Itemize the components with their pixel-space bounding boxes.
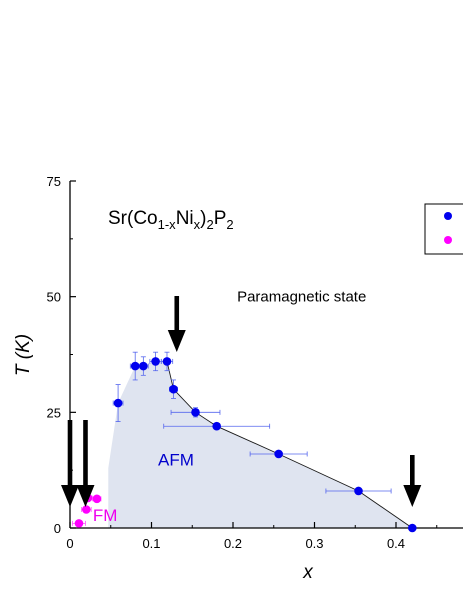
fm-data-point <box>74 519 84 528</box>
x-axis-title: x <box>302 562 314 583</box>
x-tick-label: 0.3 <box>305 536 323 551</box>
fm-data-point <box>82 505 91 514</box>
afm-data-point <box>212 421 221 431</box>
x-tick-label: 0.1 <box>142 536 160 551</box>
compound-sub1: 1-x <box>158 217 177 232</box>
arrow-layer <box>61 296 422 507</box>
compound-sub3: 2 <box>206 217 213 232</box>
compound-part1: Sr(Co <box>108 208 158 229</box>
x-tick-label: 0 <box>66 536 73 551</box>
down-arrow-icon <box>61 420 79 507</box>
arrow-shaft <box>410 455 415 487</box>
fm-data-point <box>92 494 102 504</box>
afm-data-point <box>274 449 283 459</box>
y-tick-label: 75 <box>47 174 61 189</box>
arrow-shaft <box>174 296 180 332</box>
y-tick-label: 0 <box>54 521 61 536</box>
phase-line-layer <box>166 361 463 529</box>
afm-data-point <box>113 398 123 408</box>
afm-data-point <box>408 523 417 533</box>
arrow-head <box>76 485 95 507</box>
compound-sub4: 2 <box>226 217 233 232</box>
compound-part4: P <box>214 208 227 229</box>
afm-data-point <box>130 361 140 371</box>
afm-data-point <box>162 357 172 366</box>
afm-data-point <box>354 486 363 496</box>
legend <box>424 203 463 255</box>
legend-marker-series-2 <box>444 236 452 244</box>
arrow-shaft <box>67 420 73 487</box>
afm-data-point <box>139 361 148 371</box>
down-arrow-icon <box>76 420 95 507</box>
legend-marker-series-1 <box>444 212 452 220</box>
arrow-shaft <box>83 420 88 487</box>
legend-box <box>424 203 463 255</box>
down-arrow-icon <box>403 455 422 507</box>
fm-label: FM <box>93 506 118 525</box>
afm-data-point <box>191 408 200 417</box>
afm-data-point <box>151 357 160 366</box>
y-axis-title: T (K) <box>13 334 34 376</box>
compound-label: Sr(Co1-xNix)2P2 <box>108 208 234 232</box>
y-tick-label: 50 <box>47 290 61 305</box>
afm-region <box>108 361 413 528</box>
compound-sub2: x <box>194 217 201 232</box>
x-tick-label: 0.4 <box>387 536 405 551</box>
phase-boundary-line <box>166 361 463 529</box>
afm-data-point <box>169 384 178 394</box>
compound-part2: Ni <box>176 208 194 229</box>
arrow-head <box>167 330 186 352</box>
x-tick-label: 0.2 <box>224 536 242 551</box>
afm-label: AFM <box>158 451 194 470</box>
arrow-head <box>61 485 79 507</box>
paramagnetic-state-label: Paramagnetic state <box>237 288 366 305</box>
arrow-head <box>403 485 422 507</box>
afm-region-layer <box>108 361 413 528</box>
compound-part3: ) <box>200 208 206 229</box>
down-arrow-icon <box>167 296 186 352</box>
y-tick-label: 25 <box>47 405 61 420</box>
tick-layer: 0 0.1 0.2 0.3 0.4 0 25 50 75 <box>47 174 438 551</box>
